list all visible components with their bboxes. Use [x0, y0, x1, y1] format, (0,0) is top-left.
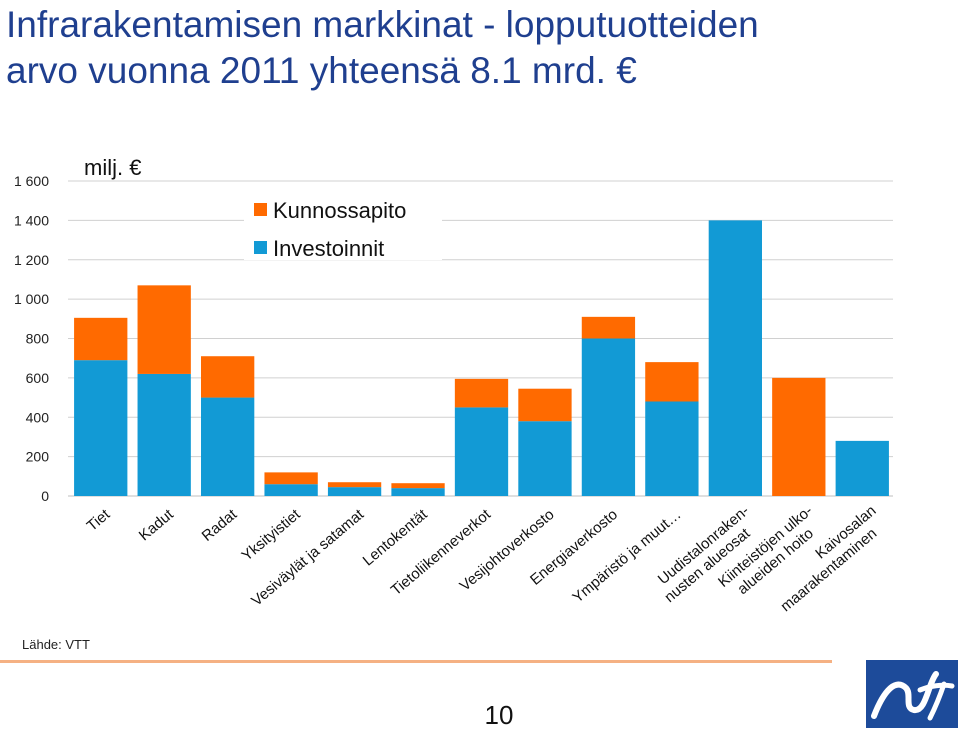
bar-investoinnit	[264, 484, 318, 496]
bar-investoinnit	[454, 407, 509, 496]
legend-label: Investoinnit	[273, 236, 384, 261]
x-tick-label: Tiet	[84, 506, 114, 535]
y-tick-label: 800	[26, 331, 50, 347]
legend-label: Kunnossapito	[273, 198, 406, 223]
bar-kunnossapito	[201, 356, 255, 398]
x-tick-label: Radat	[199, 506, 241, 545]
bar-kunnossapito	[74, 317, 128, 361]
bar-investoinnit	[391, 488, 445, 496]
bar-investoinnit	[708, 220, 762, 496]
x-tick-label-line: Kadut	[136, 506, 178, 545]
bar-kunnossapito	[581, 316, 636, 339]
x-tick-label: Kadut	[136, 506, 178, 545]
title-line-2: arvo vuonna 2011 yhteensä 8.1 mrd. €	[6, 50, 637, 91]
legend-box	[244, 196, 442, 260]
organization-logo	[866, 660, 958, 728]
y-unit-label: milj. €	[84, 155, 141, 180]
y-tick-label: 1 000	[14, 291, 49, 307]
bar-investoinnit	[581, 338, 636, 496]
y-tick-label: 600	[26, 370, 50, 386]
bar-investoinnit	[327, 487, 382, 496]
bar-investoinnit	[201, 397, 255, 496]
bar-kunnossapito	[772, 377, 826, 496]
legend-swatch	[254, 241, 267, 254]
x-tick-label-line: Vesiväylät ja satamat	[248, 506, 368, 610]
x-tick-label-line: Tiet	[84, 506, 114, 535]
y-tick-label: 200	[26, 449, 50, 465]
footer-divider	[0, 660, 832, 663]
bar-investoinnit	[74, 360, 128, 496]
y-tick-label: 1 400	[14, 212, 49, 228]
page-number: 10	[484, 700, 514, 730]
bar-kunnossapito	[264, 472, 318, 485]
bar-investoinnit	[835, 440, 889, 496]
stacked-bar-chart: 0 200 400 600 800 1 000 1 200 1 400 1 600 milj. €…	[14, 155, 893, 615]
bar-kunnossapito	[645, 362, 699, 402]
bar-kunnossapito	[518, 388, 572, 422]
y-tick-label: 0	[41, 488, 49, 504]
legend-swatch	[254, 203, 267, 216]
bar-investoinnit	[137, 373, 191, 496]
bar-investoinnit	[645, 401, 699, 496]
y-tick-label: 400	[26, 409, 50, 425]
y-tick-label: 1 600	[14, 173, 49, 189]
x-tick-label-line: Radat	[199, 506, 241, 545]
bar-kunnossapito	[327, 482, 382, 488]
title-line-1: Infrarakentamisen markkinat - lopputuott…	[6, 4, 759, 45]
y-tick-label: 1 200	[14, 252, 49, 268]
x-tick-label-line: Yksityistiet	[238, 506, 304, 565]
bar-investoinnit	[518, 421, 572, 496]
x-tick-label: Yksityistiet	[238, 506, 304, 565]
x-tick-label: Vesiväylät ja satamat	[248, 506, 368, 610]
bar-kunnossapito	[137, 285, 191, 374]
bar-kunnossapito	[454, 378, 509, 408]
slide-title: Infrarakentamisen markkinat - lopputuott…	[6, 2, 956, 94]
source-note: Lähde: VTT	[22, 637, 90, 652]
bar-kunnossapito	[391, 483, 445, 489]
